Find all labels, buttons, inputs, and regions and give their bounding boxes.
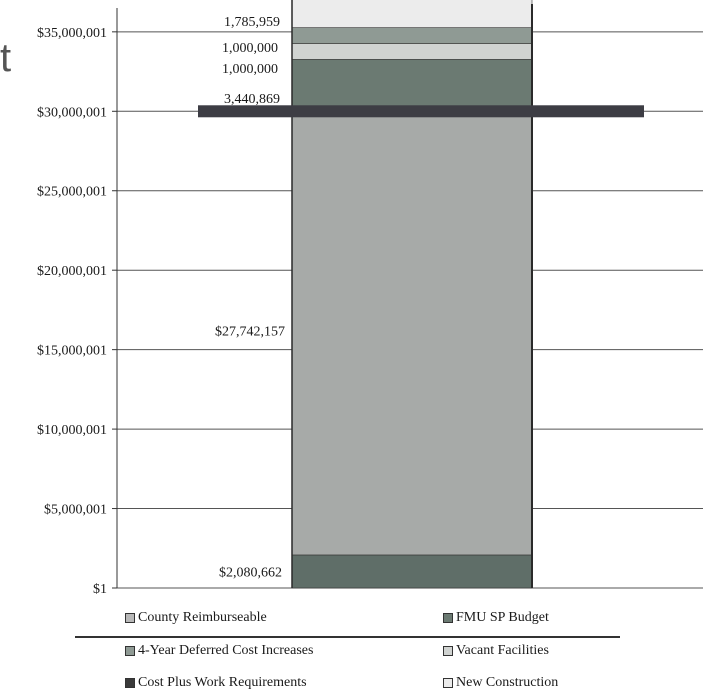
legend-item-fmu: FMU SP Budget: [443, 610, 549, 626]
reference-line: [198, 105, 644, 118]
legend-swatch-costplus: [125, 678, 135, 688]
legend-item-deferred: 4-Year Deferred Cost Increases: [125, 643, 313, 659]
legend-item-vacant: Vacant Facilities: [443, 643, 549, 659]
legend-item-costplus: Cost Plus Work Requirements: [125, 675, 307, 691]
legend-divider: [75, 636, 620, 638]
bar-segment-4: [291, 27, 533, 44]
bar-segment-3: [291, 43, 533, 60]
legend-label-fmu: FMU SP Budget: [456, 610, 549, 625]
bar-segment-5: [291, 0, 533, 28]
stacked-bar-chart: $1 $5,000,001 $10,000,001 $15,000,001 $20,00…: [37, 0, 703, 597]
y-tick-label-4: $20,000,001: [37, 264, 107, 279]
legend-label-deferred: 4-Year Deferred Cost Increases: [138, 643, 314, 658]
legend-swatch-vacant: [443, 646, 453, 656]
legend-item-newcon: New Construction: [443, 675, 558, 691]
legend-swatch-deferred: [125, 646, 135, 656]
segment-label-3: 1,000,000: [222, 62, 278, 77]
y-tick-label-1: $5,000,001: [44, 503, 107, 518]
y-tick-label-3: $15,000,001: [37, 344, 107, 359]
segment-label-0: $2,080,662: [219, 565, 282, 580]
legend-item-county: County Reimburseable: [125, 610, 267, 626]
legend-swatch-county: [125, 613, 135, 623]
legend: County Reimburseable FMU SP Budget 4-Yea…: [0, 600, 705, 696]
legend-swatch-fmu: [443, 613, 453, 623]
bar-segment-0: [291, 554, 533, 589]
legend-label-costplus: Cost Plus Work Requirements: [138, 675, 307, 690]
segment-label-1: $27,742,157: [215, 325, 285, 340]
legend-swatch-newcon: [443, 678, 453, 688]
segment-label-5: 1,785,959: [224, 15, 280, 30]
bar-segment-2: [291, 59, 533, 115]
y-tick-label-2: $10,000,001: [37, 423, 107, 438]
segment-label-2: 3,440,869: [224, 92, 280, 107]
y-tick-label-6: $30,000,001: [37, 105, 107, 120]
bar-segment-1: [291, 113, 533, 556]
y-tick-label-0: $1: [93, 582, 107, 597]
segment-label-4: 1,000,000: [222, 41, 278, 56]
cropped-title-fragment: t: [0, 36, 12, 80]
legend-label-newcon: New Construction: [456, 675, 559, 690]
y-tick-label-5: $25,000,001: [37, 185, 107, 200]
legend-label-county: County Reimburseable: [138, 610, 267, 625]
y-tick-label-7: $35,000,001: [37, 26, 107, 41]
legend-label-vacant: Vacant Facilities: [456, 643, 549, 658]
